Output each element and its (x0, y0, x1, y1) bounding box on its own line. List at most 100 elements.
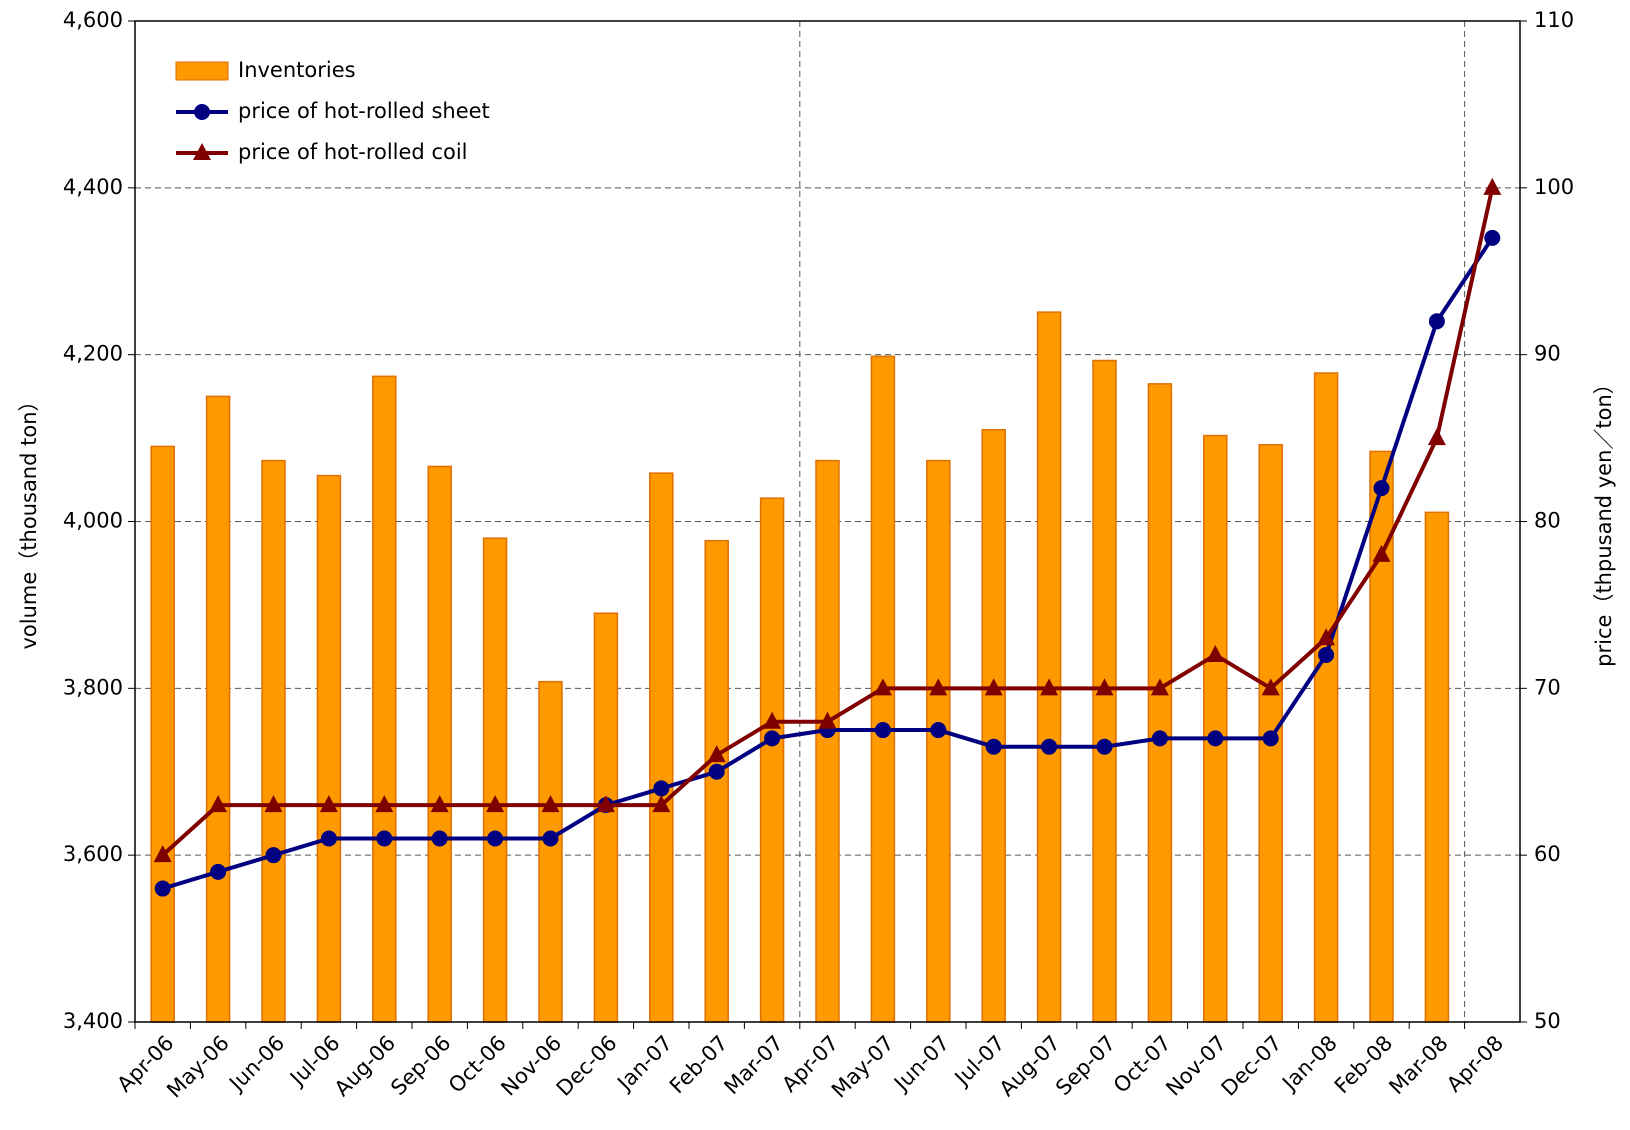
x-tick-label: Apr-08 (1442, 1031, 1508, 1097)
bar (205, 395, 231, 1023)
y2-tick-label: 90 (1534, 342, 1561, 366)
marker (1041, 738, 1058, 755)
marker (430, 795, 449, 813)
bar (150, 445, 175, 1023)
bar (759, 497, 785, 1023)
y2-tick-label: 80 (1534, 509, 1561, 533)
marker (929, 678, 948, 696)
x-tick-label: Aug-06 (330, 1031, 400, 1101)
marker (319, 795, 338, 813)
marker (1150, 678, 1169, 696)
bar (427, 465, 452, 1023)
marker (320, 830, 337, 847)
marker (487, 830, 504, 847)
y-tick-label: 4,600 (63, 8, 123, 32)
bar (1424, 511, 1450, 1023)
marker (431, 830, 448, 847)
legend-swatch (175, 61, 229, 81)
marker (1207, 730, 1224, 747)
x-tick-label: Sep-06 (386, 1031, 455, 1100)
marker (375, 795, 394, 813)
marker (154, 880, 171, 897)
marker (209, 795, 228, 813)
marker (486, 795, 505, 813)
marker (984, 678, 1003, 696)
marker (1318, 646, 1335, 663)
bar (1313, 372, 1339, 1023)
marker (985, 738, 1002, 755)
marker (1206, 644, 1225, 662)
x-tick-label: Jun-07 (888, 1031, 954, 1097)
marker (1261, 678, 1280, 696)
y2-tick-label: 70 (1534, 675, 1561, 699)
y-tick-label: 4,200 (63, 342, 123, 366)
marker (707, 745, 726, 763)
marker (1373, 480, 1390, 497)
marker (652, 795, 671, 813)
marker (1151, 730, 1168, 747)
marker (1040, 678, 1059, 696)
y2-tick-label: 100 (1534, 175, 1574, 199)
marker (1428, 313, 1445, 330)
marker (653, 780, 670, 797)
bar (482, 537, 508, 1023)
bar (704, 539, 729, 1023)
y-axis-title: volume（thousand ton） (17, 390, 41, 649)
x-tick-label: May-07 (827, 1031, 899, 1103)
bar (261, 459, 286, 1023)
marker (818, 711, 837, 729)
bar (593, 612, 619, 1023)
x-tick-label: Feb-08 (1330, 1031, 1398, 1099)
x-tick-label: Jun-06 (223, 1031, 289, 1097)
bar (1036, 311, 1062, 1023)
marker (930, 722, 947, 739)
bar (1147, 383, 1173, 1023)
marker (596, 795, 615, 813)
x-tick-label: Sep-07 (1051, 1031, 1120, 1100)
x-tick-label: Feb-07 (665, 1031, 733, 1099)
y-tick-label: 4,000 (63, 509, 123, 533)
x-tick-label: May-06 (162, 1031, 234, 1103)
y2-tick-label: 60 (1534, 842, 1561, 866)
marker (708, 763, 725, 780)
y2-tick-label: 50 (1534, 1009, 1561, 1033)
marker (1096, 738, 1113, 755)
legend-marker (194, 104, 210, 120)
x-tick-label: Nov-06 (496, 1031, 566, 1101)
bar (316, 474, 342, 1023)
legend-label: Inventories (238, 58, 356, 82)
bar (981, 428, 1006, 1023)
bar (649, 472, 674, 1023)
marker (1483, 177, 1502, 195)
x-tick-label: Dec-07 (1217, 1031, 1287, 1101)
marker (376, 830, 393, 847)
bar (372, 375, 397, 1023)
x-tick-label: Dec-06 (552, 1031, 622, 1101)
plot-frame (134, 20, 1521, 1023)
x-tick-label: Mar-08 (1384, 1031, 1452, 1099)
y2-tick-label: 110 (1534, 8, 1574, 32)
x-tick-label: Mar-07 (720, 1031, 788, 1099)
marker (1317, 628, 1336, 646)
marker (1372, 544, 1391, 562)
marker (874, 722, 891, 739)
marker (764, 730, 781, 747)
x-tick-label: Jan-07 (612, 1031, 678, 1097)
legend-label: price of hot-rolled coil (238, 140, 468, 164)
y-tick-label: 3,800 (63, 675, 123, 699)
x-tick-label: Jan-08 (1276, 1031, 1342, 1097)
bar (815, 459, 840, 1023)
y2-axis-title: price（thpusand yen／ton） (1592, 373, 1616, 667)
marker (763, 711, 782, 729)
marker (1262, 730, 1279, 747)
marker (541, 795, 560, 813)
legend-marker (193, 143, 211, 160)
y-tick-label: 3,400 (63, 1009, 123, 1033)
marker (873, 678, 892, 696)
marker (264, 795, 283, 813)
marker (1484, 229, 1501, 246)
marker (265, 847, 282, 864)
bar (926, 459, 951, 1023)
bar (538, 680, 563, 1023)
